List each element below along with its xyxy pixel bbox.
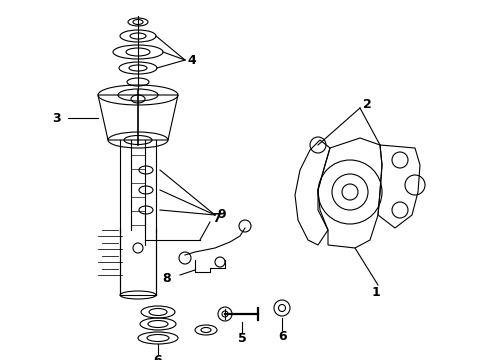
Text: 6: 6 (153, 354, 162, 360)
Text: 6: 6 (278, 329, 287, 342)
Text: 5: 5 (238, 332, 247, 345)
Text: 1: 1 (372, 285, 381, 298)
Text: 4: 4 (187, 54, 196, 67)
Text: 7: 7 (212, 211, 221, 225)
Text: 3: 3 (52, 112, 61, 125)
Text: 9: 9 (217, 208, 225, 221)
Text: 2: 2 (363, 98, 372, 111)
Text: 8: 8 (162, 271, 171, 284)
